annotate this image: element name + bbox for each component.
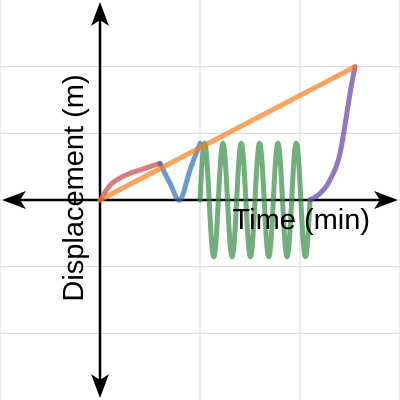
series-line-2 bbox=[157, 140, 203, 203]
series-line-4 bbox=[307, 64, 358, 203]
x-axis-arrow-left bbox=[2, 191, 26, 209]
x-axis-arrow-right bbox=[374, 191, 398, 209]
y-axis-arrow-top bbox=[91, 2, 109, 26]
x-axis-title: Time (min) bbox=[233, 204, 370, 236]
y-axis-arrow-bottom bbox=[91, 374, 109, 398]
y-axis-title: Displacement (m) bbox=[58, 74, 90, 301]
series-line-3 bbox=[197, 140, 313, 260]
series-line-1 bbox=[97, 160, 163, 203]
series-line-5 bbox=[97, 64, 358, 203]
series bbox=[97, 64, 358, 260]
